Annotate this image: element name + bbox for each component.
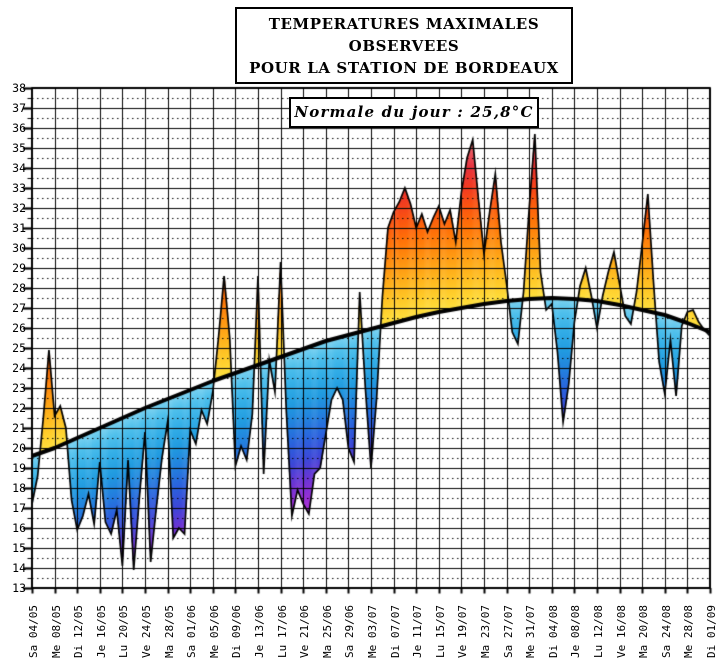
x-axis-label: Me 03/07 xyxy=(366,605,379,658)
y-axis-label: 38 xyxy=(12,80,26,95)
y-axis-label: 18 xyxy=(12,480,26,495)
x-axis-label: Lu 17/06 xyxy=(275,605,289,658)
x-axis-label: Me 05/06 xyxy=(207,605,221,658)
x-axis-label: Ve 24/05 xyxy=(140,605,153,658)
x-axis-label: Sa 27/07 xyxy=(501,605,515,658)
y-axis-label: 16 xyxy=(12,520,26,535)
y-axis-label: 23 xyxy=(12,380,26,395)
y-axis-label: 29 xyxy=(12,260,26,275)
x-axis-label: Di 12/05 xyxy=(72,605,86,658)
chart-title-box: TEMPERATURES MAXIMALES OBSERVEES POUR LA… xyxy=(235,7,573,84)
x-axis-label: Ve 16/08 xyxy=(614,605,628,658)
x-axis-label: Je 16/05 xyxy=(94,605,108,658)
x-axis-label: Sa 24/08 xyxy=(659,605,673,658)
x-axis-label: Di 01/09 xyxy=(705,605,717,658)
x-axis-label: Di 09/06 xyxy=(230,605,244,658)
x-axis-label: Ve 19/07 xyxy=(456,605,470,658)
y-axis-label: 20 xyxy=(12,440,26,455)
y-axis-label: 30 xyxy=(12,240,26,255)
x-axis-label: Ma 23/07 xyxy=(479,605,492,658)
y-axis-label: 33 xyxy=(12,180,26,195)
y-axis-label: 32 xyxy=(12,200,26,215)
normal-of-day-annotation: Normale du jour : 25,8°C xyxy=(289,97,539,128)
y-axis-label: 25 xyxy=(12,340,26,355)
x-axis-label: Lu 12/08 xyxy=(592,605,605,658)
x-axis-label: Sa 29/06 xyxy=(343,605,357,658)
chart-title-line2: POUR LA STATION DE BORDEAUX xyxy=(249,59,559,77)
y-axis-label: 24 xyxy=(12,360,26,375)
x-axis-label: Me 08/05 xyxy=(49,605,63,658)
y-axis-label: 27 xyxy=(12,300,26,315)
x-axis-label: Je 08/08 xyxy=(569,605,583,658)
y-axis-label: 37 xyxy=(12,100,26,115)
y-axis-label: 13 xyxy=(12,580,26,595)
x-axis-label: Ve 21/06 xyxy=(298,605,312,658)
y-axis-label: 15 xyxy=(12,540,26,555)
x-axis-label: Me 28/08 xyxy=(682,605,696,658)
x-axis-label: Di 04/08 xyxy=(546,605,560,658)
x-axis-label: Ma 25/06 xyxy=(320,605,334,658)
y-axis-label: 22 xyxy=(12,400,26,415)
y-axis-label: 34 xyxy=(12,160,26,175)
y-axis-label: 21 xyxy=(12,420,26,435)
x-axis-label: Sa 01/06 xyxy=(185,605,199,658)
x-axis-label: Ma 28/05 xyxy=(162,605,176,658)
y-axis-label: 35 xyxy=(12,140,26,155)
x-axis-label: Lu 20/05 xyxy=(117,605,131,658)
y-axis-label: 17 xyxy=(12,500,26,515)
x-axis-label: Di 07/07 xyxy=(388,605,402,658)
y-axis-label: 14 xyxy=(12,560,26,575)
y-axis-label: 28 xyxy=(12,280,26,295)
y-axis-label: 31 xyxy=(12,220,26,235)
x-axis-label: Je 11/07 xyxy=(411,605,425,658)
x-axis-label: Lu 15/07 xyxy=(433,605,447,658)
x-axis-label: Sa 04/05 xyxy=(27,605,40,658)
x-axis-label: Me 31/07 xyxy=(524,605,538,658)
y-axis-label: 19 xyxy=(12,460,26,475)
y-axis-label: 26 xyxy=(12,320,26,335)
x-axis-label: Ma 20/08 xyxy=(637,605,651,658)
chart-title-line1: TEMPERATURES MAXIMALES OBSERVEES xyxy=(268,15,540,55)
y-axis-label: 36 xyxy=(12,120,26,135)
x-axis-label: Je 13/06 xyxy=(253,605,266,658)
